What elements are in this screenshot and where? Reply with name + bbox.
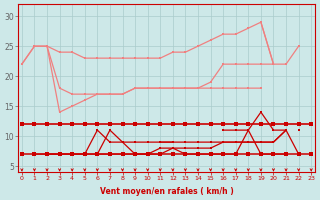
X-axis label: Vent moyen/en rafales ( km/h ): Vent moyen/en rafales ( km/h ) [100, 187, 233, 196]
